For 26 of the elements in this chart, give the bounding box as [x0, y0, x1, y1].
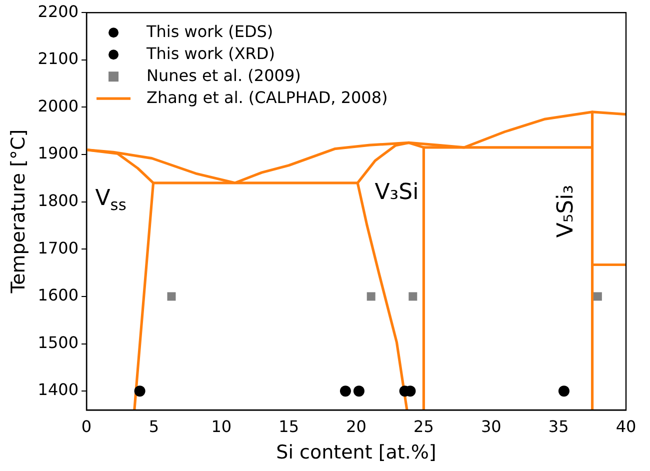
y-tick-label: 2100 [38, 49, 79, 68]
annotation: V₅Si₃ [553, 184, 578, 238]
legend-label: Nunes et al. (2009) [146, 66, 301, 85]
y-tick-label: 1600 [38, 286, 79, 305]
x-tick-label: 15 [278, 416, 300, 436]
x-axis-title: Si content [at.%] [276, 442, 436, 464]
legend-label: This work (EDS) [146, 22, 274, 41]
y-axis-title: Temperature [°C] [7, 129, 30, 294]
y-tick-label: 2000 [38, 96, 79, 116]
legend-label: This work (XRD) [146, 44, 275, 63]
x-tick-label: 40 [616, 416, 636, 436]
y-tick-label: 1900 [38, 144, 79, 163]
y-tick-label: 2200 [38, 2, 79, 21]
y-tick-label: 1500 [38, 332, 79, 352]
x-tick-label: 5 [148, 416, 160, 436]
x-tick-label: 35 [548, 416, 569, 436]
x-tick-label: 0 [81, 416, 92, 436]
x-tick-label: 25 [414, 416, 434, 436]
annotation: V₃Si [374, 180, 419, 206]
y-tick-label: 1700 [38, 238, 79, 258]
y-tick-label: 1800 [38, 190, 79, 210]
y-tick-label: 1400 [38, 380, 79, 400]
legend-label: Zhang et al. (CALPHAD, 2008) [146, 88, 388, 107]
x-tick-label: 30 [480, 416, 502, 436]
x-tick-label: 10 [211, 416, 232, 436]
x-tick-label: 20 [346, 416, 366, 436]
